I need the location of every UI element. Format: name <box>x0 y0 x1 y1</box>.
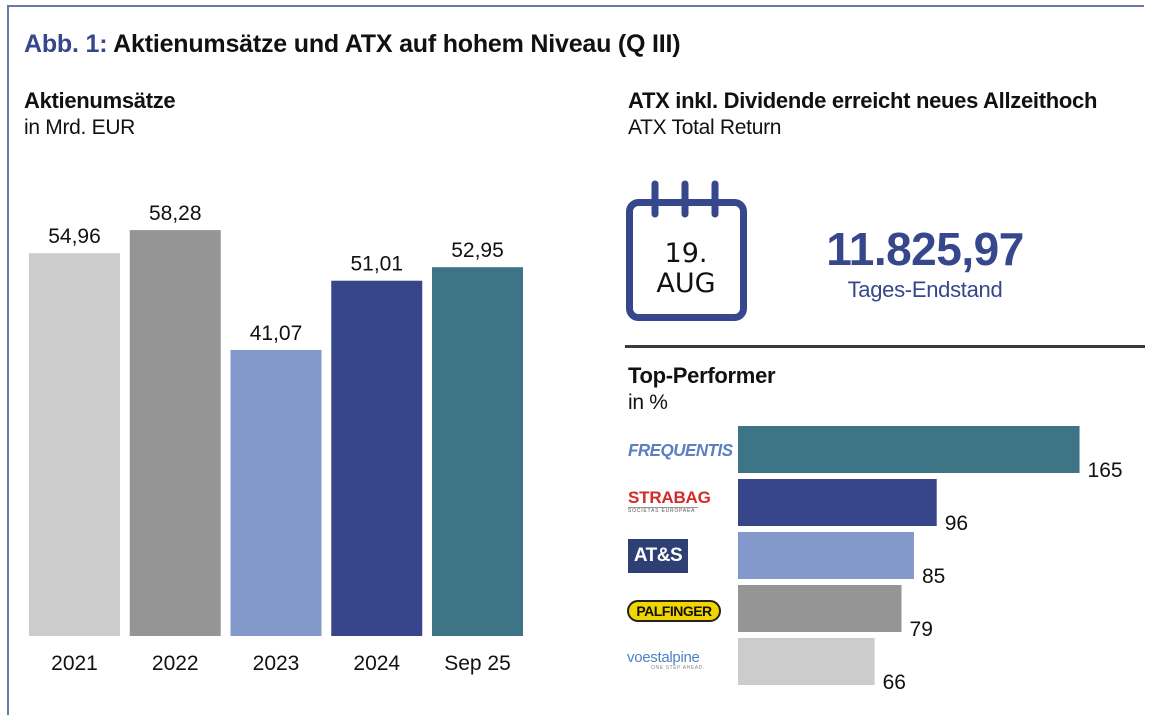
turnover-bar-chart: 54,96 2021 58,28 2022 41,07 2023 51,01 2024 52,9… <box>29 202 523 675</box>
right-panel-subheading: ATX Total Return <box>628 116 782 139</box>
figure-title: Abb. 1: Aktienumsätze und ATX auf hohem … <box>24 30 681 59</box>
calendar-icon: 19. AUG <box>626 180 747 321</box>
left-panel-unit: in Mrd. EUR <box>24 116 136 139</box>
performer-bar-voestalpine <box>738 638 875 685</box>
bar-value-label: 41,07 <box>250 322 303 345</box>
bar-2021 <box>29 253 120 636</box>
performer-bar-strabag <box>738 479 937 526</box>
top-performer-heading: Top-Performer <box>628 363 776 388</box>
bar-value-label: 52,95 <box>451 239 504 262</box>
atx-index-value: 11.825,97 <box>826 223 1024 275</box>
voestalpine-logo-text: voestalpine <box>627 649 700 666</box>
performer-value-label: 85 <box>922 565 945 588</box>
voestalpine-logo-tagline: ONE STEP AHEAD. <box>651 665 705 671</box>
bar-value-label: 58,28 <box>149 202 202 225</box>
section-divider <box>625 345 1145 348</box>
left-panel-heading: Aktienumsätze <box>24 88 176 113</box>
atx-index-caption: Tages-Endstand <box>847 277 1003 302</box>
strabag-logo-text: STRABAG <box>628 488 711 507</box>
performer-value-label: 96 <box>945 512 968 535</box>
right-panel-heading: ATX inkl. Dividende erreicht neues Allze… <box>628 88 1098 113</box>
voestalpine-logo: voestalpine ONE STEP AHEAD. <box>627 650 705 671</box>
bar-2023 <box>230 349 322 636</box>
bar-sep-25 <box>432 267 523 636</box>
figure-number: Abb. 1: <box>24 30 108 58</box>
x-tick-label: 2023 <box>253 652 300 675</box>
performer-value-label: 66 <box>883 671 906 694</box>
bar-2022 <box>129 230 221 636</box>
frame-left-border <box>7 5 9 715</box>
strabag-logo-tagline: SOCIETAS EUROPAEA <box>628 507 698 514</box>
performer-bar-frequentis <box>738 426 1080 473</box>
performer-value-label: 165 <box>1088 459 1123 482</box>
top-performer-unit: in % <box>628 391 668 414</box>
performer-value-label: 79 <box>910 618 933 641</box>
strabag-logo: STRABAG SOCIETAS EUROPAEA <box>628 488 711 514</box>
performer-bar-ats <box>738 532 914 579</box>
x-tick-label: 2021 <box>51 652 98 675</box>
bar-2024 <box>331 280 423 636</box>
frequentis-logo: FREQUENTIS <box>628 440 733 461</box>
x-tick-label: 2024 <box>353 652 400 675</box>
bar-value-label: 54,96 <box>48 225 101 248</box>
x-tick-label: 2022 <box>152 652 199 675</box>
performer-bar-palfinger <box>738 585 902 632</box>
frame-top-border <box>8 5 1144 7</box>
bar-value-label: 51,01 <box>350 253 403 276</box>
calendar-month: AUG <box>656 268 715 299</box>
ats-logo: AT&S <box>628 539 688 573</box>
figure-title-text: Aktienumsätze und ATX auf hohem Niveau (… <box>113 30 681 58</box>
x-tick-label: Sep 25 <box>444 652 511 675</box>
calendar-day: 19. <box>665 238 708 269</box>
palfinger-logo: PALFINGER <box>627 600 721 622</box>
